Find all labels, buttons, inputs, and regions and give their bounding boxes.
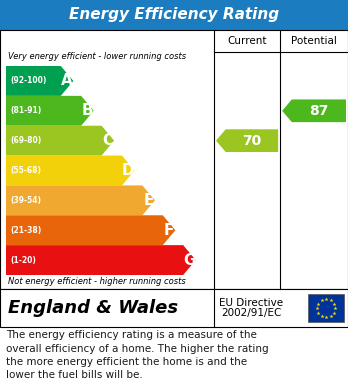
Polygon shape — [6, 185, 155, 215]
Text: lower the fuel bills will be.: lower the fuel bills will be. — [6, 371, 143, 380]
Polygon shape — [6, 215, 175, 245]
Text: Potential: Potential — [291, 36, 337, 46]
Text: G: G — [183, 253, 196, 267]
Text: (69-80): (69-80) — [10, 136, 41, 145]
Text: Current: Current — [227, 36, 267, 46]
Text: (92-100): (92-100) — [10, 76, 46, 85]
Text: B: B — [82, 103, 93, 118]
Polygon shape — [216, 129, 278, 152]
Text: F: F — [164, 223, 174, 238]
Text: 87: 87 — [309, 104, 329, 118]
Text: Very energy efficient - lower running costs: Very energy efficient - lower running co… — [8, 52, 186, 61]
Text: D: D — [122, 163, 135, 178]
Text: A: A — [61, 74, 73, 88]
Text: (21-38): (21-38) — [10, 226, 41, 235]
Text: England & Wales: England & Wales — [8, 299, 178, 317]
Text: (1-20): (1-20) — [10, 256, 36, 265]
Text: overall efficiency of a home. The higher the rating: overall efficiency of a home. The higher… — [6, 344, 269, 353]
Text: the more energy efficient the home is and the: the more energy efficient the home is an… — [6, 357, 247, 367]
Polygon shape — [6, 126, 114, 156]
Bar — [308, 294, 344, 322]
Polygon shape — [6, 245, 196, 275]
Text: 70: 70 — [242, 134, 262, 148]
Text: (81-91): (81-91) — [10, 106, 41, 115]
Text: 2002/91/EC: 2002/91/EC — [221, 308, 281, 318]
Polygon shape — [282, 99, 346, 122]
Text: (39-54): (39-54) — [10, 196, 41, 205]
Bar — [0, 0, 348, 30]
Bar — [0, 289, 348, 327]
Text: (55-68): (55-68) — [10, 166, 41, 175]
Bar — [0, 30, 348, 289]
Text: Not energy efficient - higher running costs: Not energy efficient - higher running co… — [8, 277, 186, 286]
Text: E: E — [143, 193, 154, 208]
Text: C: C — [102, 133, 113, 148]
Text: Energy Efficiency Rating: Energy Efficiency Rating — [69, 7, 279, 23]
Polygon shape — [6, 96, 94, 126]
Polygon shape — [6, 66, 73, 96]
Text: EU Directive: EU Directive — [219, 298, 283, 308]
Polygon shape — [6, 156, 135, 185]
Text: The energy efficiency rating is a measure of the: The energy efficiency rating is a measur… — [6, 330, 257, 340]
